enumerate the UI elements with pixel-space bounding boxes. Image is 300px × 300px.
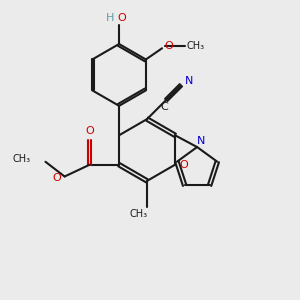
Text: O: O bbox=[164, 41, 173, 51]
Text: CH₃: CH₃ bbox=[186, 41, 204, 51]
Text: C: C bbox=[161, 102, 169, 112]
Text: N: N bbox=[196, 136, 205, 146]
Text: CH₃: CH₃ bbox=[13, 154, 31, 164]
Text: O: O bbox=[52, 173, 61, 183]
Text: N: N bbox=[185, 76, 193, 86]
Text: O: O bbox=[85, 126, 94, 136]
Text: CH₃: CH₃ bbox=[130, 209, 148, 219]
Text: O: O bbox=[179, 160, 188, 170]
Text: H: H bbox=[106, 14, 114, 23]
Text: O: O bbox=[118, 14, 126, 23]
